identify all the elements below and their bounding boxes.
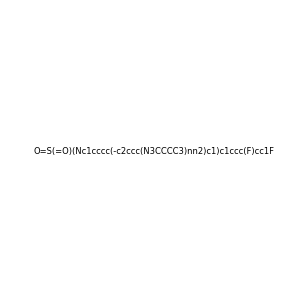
Text: O=S(=O)(Nc1cccc(-c2ccc(N3CCCC3)nn2)c1)c1ccc(F)cc1F: O=S(=O)(Nc1cccc(-c2ccc(N3CCCC3)nn2)c1)c1… (33, 147, 274, 156)
